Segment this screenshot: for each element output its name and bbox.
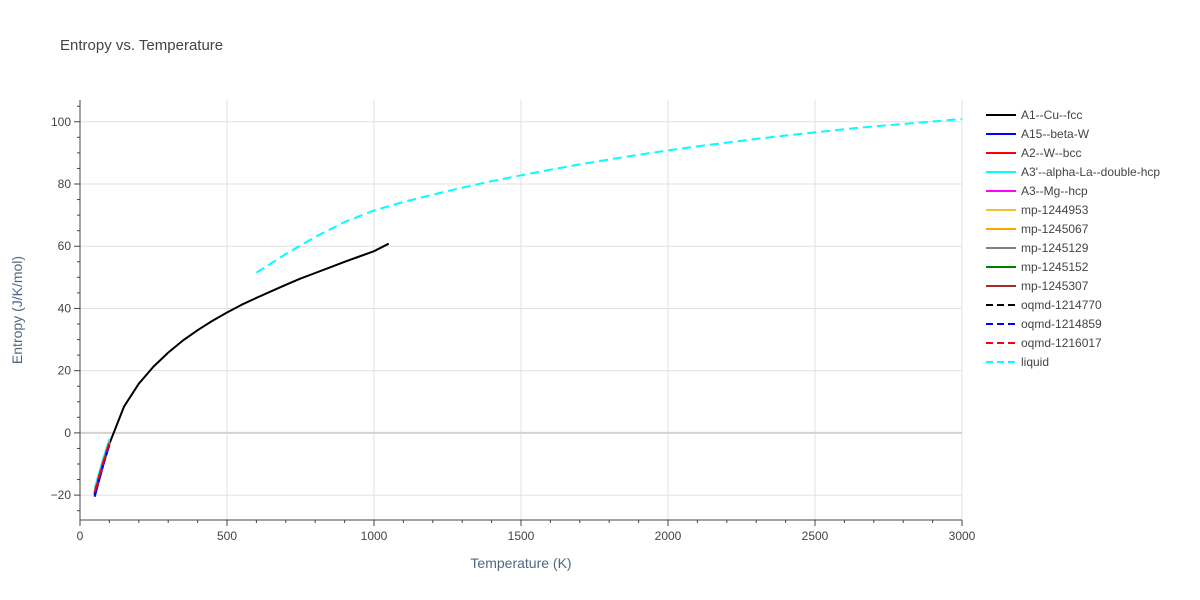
y-tick-label-6: 100 <box>51 115 71 129</box>
legend-label-5: mp-1244953 <box>1021 203 1089 217</box>
x-tick-label-6: 3000 <box>949 529 976 543</box>
legend-label-7: mp-1245129 <box>1021 241 1089 255</box>
series-layer <box>93 118 963 497</box>
legend-label-2: A2--W--bcc <box>1021 146 1081 160</box>
series-line-11 <box>93 444 111 496</box>
legend-label-11: oqmd-1214859 <box>1021 317 1102 331</box>
legend-label-13: liquid <box>1021 355 1049 369</box>
legend-item-6[interactable]: mp-1245067 <box>986 222 1089 236</box>
grid-layer <box>80 100 963 520</box>
x-tick-label-0: 0 <box>77 529 84 543</box>
legend-item-11[interactable]: oqmd-1214859 <box>986 317 1102 331</box>
x-tick-label-1: 500 <box>217 529 237 543</box>
x-tick-label-2: 1000 <box>361 529 388 543</box>
legend[interactable]: A1--Cu--fcc A15--beta-W A2--W--bcc A3'--alp… <box>986 108 1160 369</box>
legend-label-0: A1--Cu--fcc <box>1021 108 1082 122</box>
y-tick-label-0: −20 <box>51 488 72 502</box>
y-tick-label-4: 60 <box>58 239 72 253</box>
legend-item-9[interactable]: mp-1245307 <box>986 279 1089 293</box>
legend-item-2[interactable]: A2--W--bcc <box>986 146 1081 160</box>
y-tick-label-5: 80 <box>58 177 72 191</box>
legend-label-10: oqmd-1214770 <box>1021 298 1102 312</box>
chart-title: Entropy vs. Temperature <box>60 37 223 54</box>
legend-label-1: A15--beta-W <box>1021 127 1090 141</box>
x-tick-label-3: 1500 <box>508 529 535 543</box>
legend-item-8[interactable]: mp-1245152 <box>986 260 1089 274</box>
legend-label-9: mp-1245307 <box>1021 279 1089 293</box>
legend-item-13[interactable]: liquid <box>986 355 1049 369</box>
tick-label-layer: 0 500 1000 1500 2000 2500 3000 −20 0 20 40 60 80 100 <box>51 115 976 543</box>
x-tick-label-4: 2000 <box>655 529 682 543</box>
y-tick-label-2: 20 <box>58 364 72 378</box>
y-axis-title: Entropy (J/K/mol) <box>9 256 25 364</box>
legend-item-10[interactable]: oqmd-1214770 <box>986 298 1102 312</box>
y-tick-label-1: 0 <box>64 426 71 440</box>
legend-label-4: A3--Mg--hcp <box>1021 184 1088 198</box>
legend-item-1[interactable]: A15--beta-W <box>986 127 1090 141</box>
x-tick-label-5: 2500 <box>802 529 829 543</box>
y-tick-label-3: 40 <box>58 301 72 315</box>
series-line-13 <box>255 118 963 274</box>
axes-layer <box>74 100 963 526</box>
legend-item-3[interactable]: A3'--alpha-La--double-hcp <box>986 165 1160 179</box>
legend-label-3: A3'--alpha-La--double-hcp <box>1021 165 1160 179</box>
legend-label-12: oqmd-1216017 <box>1021 336 1102 350</box>
series-line-12 <box>93 441 111 493</box>
legend-label-6: mp-1245067 <box>1021 222 1089 236</box>
x-axis-title: Temperature (K) <box>470 555 571 571</box>
legend-item-7[interactable]: mp-1245129 <box>986 241 1089 255</box>
legend-item-4[interactable]: A3--Mg--hcp <box>986 184 1088 198</box>
legend-label-8: mp-1245152 <box>1021 260 1089 274</box>
legend-item-12[interactable]: oqmd-1216017 <box>986 336 1102 350</box>
legend-item-5[interactable]: mp-1244953 <box>986 203 1089 217</box>
legend-item-0[interactable]: A1--Cu--fcc <box>986 108 1082 122</box>
